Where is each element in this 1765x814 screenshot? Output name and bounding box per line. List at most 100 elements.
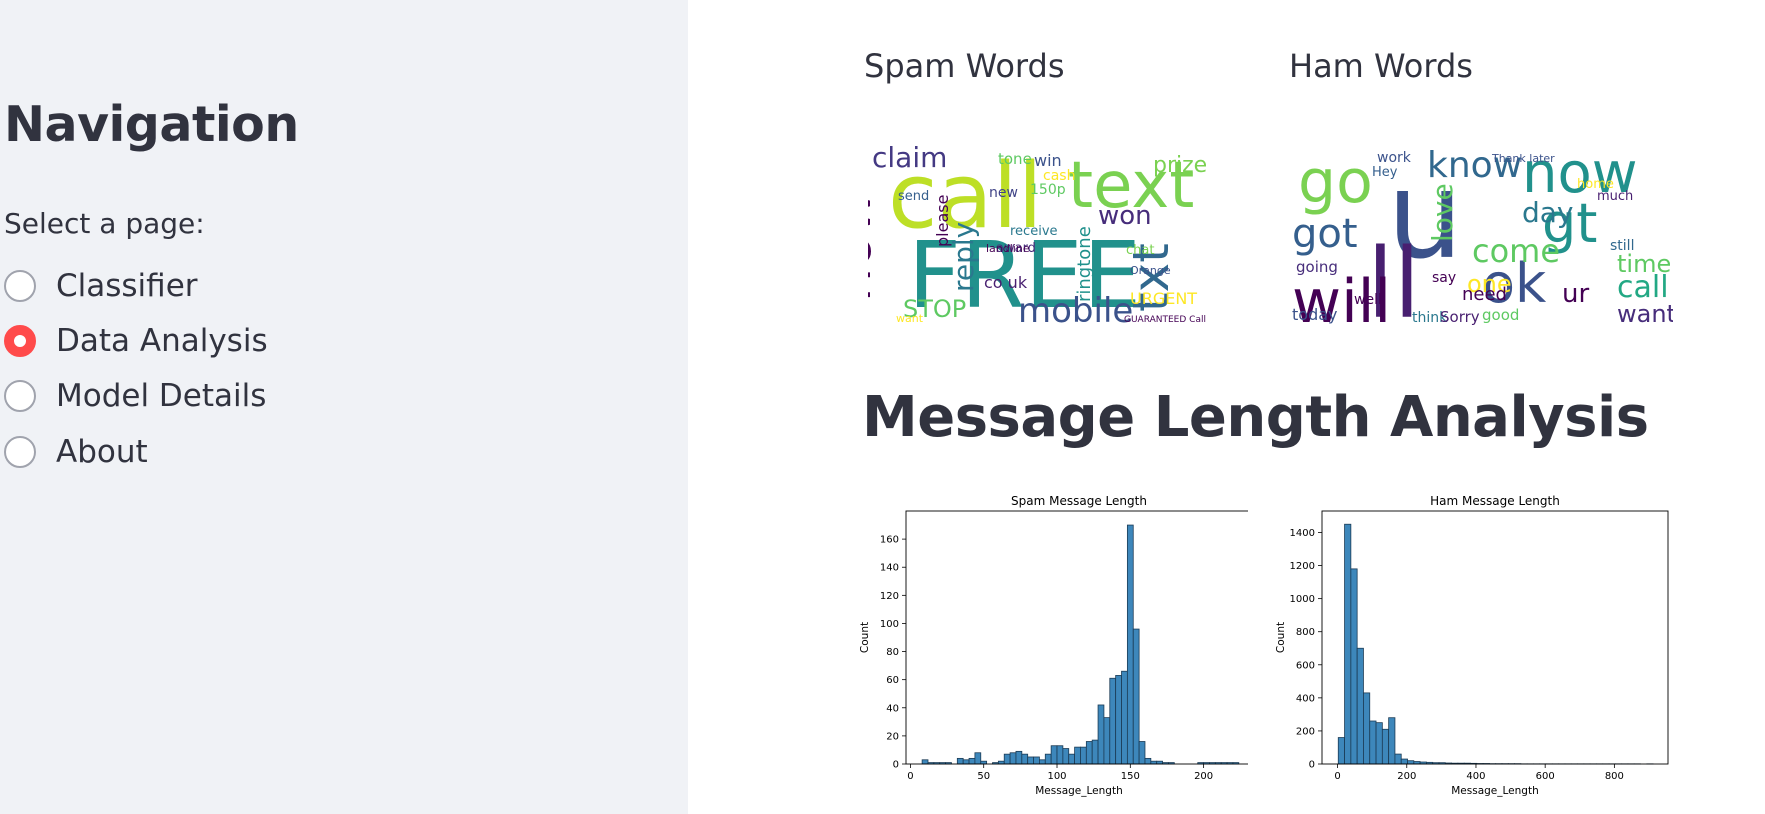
cloud-word: GUARANTEED Call [1124, 315, 1206, 325]
radio-label-classifier[interactable]: Classifier [56, 268, 198, 304]
histogram-bar [1138, 741, 1146, 765]
histogram-bar [1381, 728, 1390, 765]
cloud-word: love [1426, 183, 1459, 242]
cloud-word: receive [1010, 224, 1058, 239]
x-tick-label: 800 [1605, 771, 1624, 782]
cloud-word: claim [872, 141, 947, 174]
plot-frame [905, 510, 1248, 765]
y-tick-label: 80 [886, 647, 899, 658]
cloud-word: award [996, 241, 1036, 256]
x-axis-label: Message_Length [1451, 785, 1539, 797]
y-axis-label: Count [1275, 622, 1287, 653]
y-tick-label: 120 [880, 591, 899, 602]
histogram-bar [1033, 756, 1040, 765]
cloud-word: think [1412, 310, 1448, 326]
radio-button-model-details[interactable] [4, 380, 36, 412]
histogram-bar [1021, 753, 1029, 765]
cloud-word: time [1617, 250, 1671, 278]
cloud-word: Hey [1372, 165, 1398, 180]
cloud-word: come [1472, 232, 1560, 270]
histogram-bar [968, 757, 976, 765]
histogram-bar [1121, 670, 1128, 765]
histogram-bar [1085, 741, 1093, 765]
x-axis-label: Message_Length [1035, 785, 1123, 797]
main-content: Spam Words Ham Words call FREE text now mobi… [688, 0, 1765, 814]
radio-button-data-analysis[interactable] [4, 325, 36, 357]
cloud-word: please [933, 195, 952, 247]
histogram-bar [1369, 720, 1377, 765]
cloud-word: cash [1043, 168, 1075, 184]
cloud-word: 150p [1030, 182, 1066, 198]
cloud-word: need [1462, 284, 1507, 305]
y-tick-label: 40 [886, 703, 899, 714]
plot-frame [1321, 510, 1669, 765]
histogram-bar [1407, 760, 1415, 765]
cloud-word: mobile [1018, 291, 1133, 326]
histogram-bar [1080, 746, 1087, 765]
histogram-bar [1044, 753, 1052, 765]
radio-label-about[interactable]: About [56, 434, 148, 470]
radio-label-model-details[interactable]: Model Details [56, 378, 267, 414]
histogram-bar [1062, 748, 1070, 765]
cloud-word: won [1098, 201, 1152, 231]
histogram-bar [1388, 717, 1396, 765]
histogram-bar [1344, 523, 1352, 765]
y-tick-label: 800 [1296, 627, 1315, 638]
histogram-bar [1144, 757, 1152, 765]
y-axis-label: Count [859, 622, 871, 653]
ham-length-histogram-svg: Ham Message Length 0 200 400 600 800 0 200 400 60… [1275, 494, 1669, 797]
x-tick-label: 150 [1121, 771, 1140, 782]
cloud-word: want [896, 312, 924, 325]
cloud-word: one [1467, 270, 1512, 298]
cloud-word: will [1292, 267, 1391, 326]
spam-length-histogram-svg: Spam Message Length 0 50 100 150 200 0 20 40 60 80… [859, 494, 1248, 797]
histogram-bar [1350, 568, 1358, 765]
cloud-word: call [888, 144, 1043, 249]
cloud-word: go [1298, 147, 1373, 217]
histogram-bar [1363, 692, 1371, 765]
cloud-word: co uk [984, 273, 1028, 292]
histogram-bar [1056, 745, 1064, 765]
cloud-word: gt [1542, 192, 1597, 255]
histogram-bar [1356, 647, 1364, 765]
y-tick-label: 160 [880, 535, 899, 546]
cloud-word: u [1387, 147, 1463, 286]
y-tick-label: 60 [886, 675, 899, 686]
x-tick-label: 50 [977, 771, 990, 782]
cloud-word: want [1617, 300, 1673, 326]
cloud-word: ur [1562, 279, 1589, 309]
histogram-bar [1015, 750, 1023, 765]
histogram-bar [1132, 628, 1140, 765]
histogram-bar [974, 752, 982, 765]
y-tick-label: 400 [1296, 693, 1315, 704]
sidebar: Navigation Select a page: Classifier Dat… [0, 0, 688, 814]
x-tick-label: 400 [1466, 771, 1485, 782]
histogram-bar [921, 759, 929, 765]
radio-label-data-analysis[interactable]: Data Analysis [56, 323, 268, 359]
cloud-word: now [1522, 141, 1638, 206]
cloud-word: chat [1126, 243, 1154, 258]
cloud-word: ok [1482, 252, 1547, 315]
histogram-bar [1337, 737, 1345, 765]
histogram-bar [1400, 758, 1408, 765]
histogram-bar [1109, 677, 1117, 765]
y-tick-label: 140 [880, 563, 899, 574]
cloud-word: landline [986, 242, 1030, 255]
cloud-word: Thank later [1491, 152, 1555, 165]
cloud-word: send [898, 189, 929, 204]
y-tick-label: 0 [893, 760, 899, 771]
cloud-word: now [868, 191, 883, 302]
cloud-word: day [1522, 196, 1574, 229]
radio-button-classifier[interactable] [4, 270, 36, 302]
cloud-word: ringtone [1074, 226, 1095, 302]
message-length-analysis-title: Message Length Analysis [862, 385, 1649, 450]
x-tick-label: 600 [1536, 771, 1555, 782]
y-tick-label: 100 [880, 619, 899, 630]
radio-button-about[interactable] [4, 436, 36, 468]
histogram-bar [1126, 524, 1134, 765]
histogram-bar [1027, 756, 1034, 765]
histogram-bar [1375, 722, 1383, 765]
histogram-bar [1068, 753, 1076, 765]
